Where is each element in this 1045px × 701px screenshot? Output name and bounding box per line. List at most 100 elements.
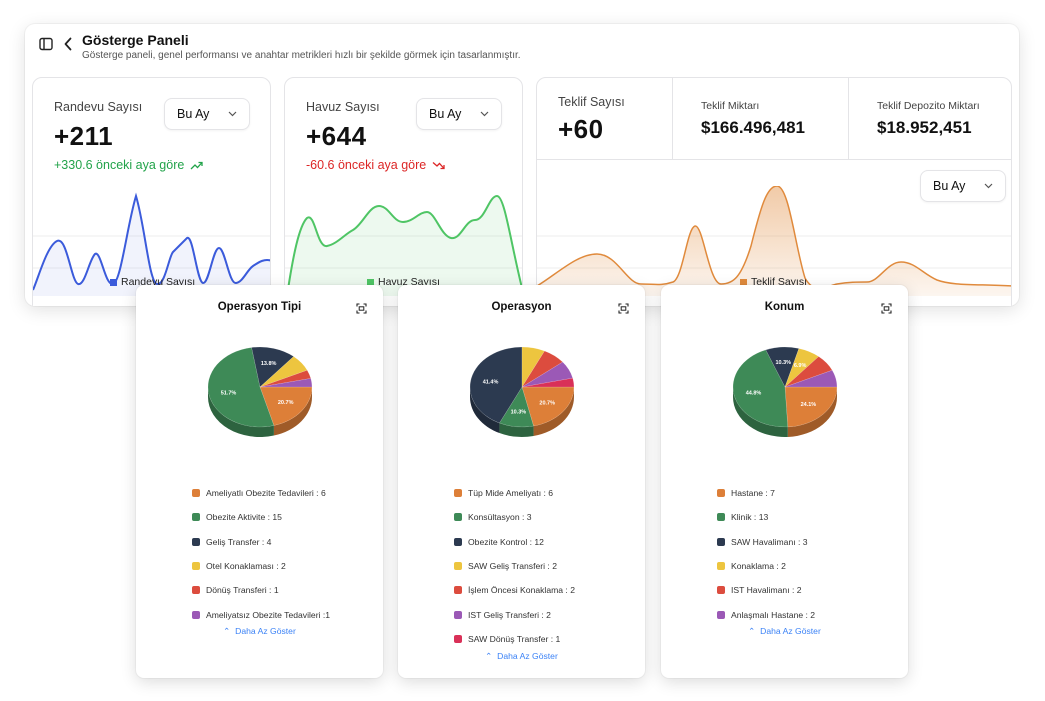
chevron-up-icon: ⌃ [223, 626, 231, 636]
pie-slice[interactable] [732, 349, 788, 428]
teklif-amount-label: Teklif Miktarı [701, 100, 760, 112]
pie-slice[interactable] [784, 348, 819, 388]
havuz-legend-swatch [367, 278, 374, 286]
chevron-down-icon [984, 183, 993, 189]
legend-label: SAW Havalimanı : 3 [731, 536, 808, 547]
legend-item[interactable]: Anlaşmalı Hastane : 2 [717, 602, 898, 626]
pie-slice[interactable] [259, 356, 307, 388]
pie-slice[interactable] [521, 361, 573, 388]
legend-swatch [717, 562, 725, 571]
pie-slice[interactable] [250, 346, 294, 388]
pie-slice[interactable] [784, 356, 832, 388]
legend-item[interactable]: Geliş Transfer : 4 [192, 530, 373, 554]
legend-swatch [454, 562, 462, 571]
operasyon-tipi-pie-chart: 51.7% 13.8% 20.7% [207, 346, 312, 437]
legend-swatch [192, 513, 200, 522]
pie-slice-side [498, 423, 534, 437]
legend-item[interactable]: SAW Dönüş Transfer : 1 [454, 627, 635, 651]
pie-slice[interactable] [469, 346, 522, 424]
legend-item[interactable]: Otel Konaklaması : 2 [192, 554, 373, 578]
legend-item[interactable]: Hastane : 7 [717, 481, 898, 505]
pie-slice[interactable] [521, 377, 574, 388]
legend-label: Obezite Aktivite : 15 [206, 512, 282, 523]
chevron-up-icon: ⌃ [748, 626, 756, 636]
randevu-delta-text: +330.6 önceki aya göre [54, 158, 185, 172]
legend-item[interactable]: Klinik : 13 [717, 505, 898, 529]
legend-swatch [454, 634, 462, 643]
randevu-period-select[interactable]: Bu Ay [164, 98, 250, 130]
expand-icon[interactable] [356, 301, 367, 319]
pie-slice-side [533, 387, 574, 436]
show-less-button[interactable]: ⌃ Daha Az Göster [661, 626, 908, 637]
pie-slice[interactable] [521, 386, 574, 427]
pie-slice[interactable] [498, 386, 534, 428]
chevron-down-icon [228, 111, 237, 117]
legend-swatch [454, 489, 462, 498]
legend-item[interactable]: Ameliyatsız Obezite Tedavileri :1 [192, 602, 373, 626]
konum-title: Konum [764, 301, 805, 313]
legend-label: Ameliyatsız Obezite Tedavileri :1 [206, 609, 331, 620]
teklif-period-select[interactable]: Bu Ay [920, 170, 1006, 202]
teklif-title: Teklif Sayısı [558, 95, 625, 109]
pie-percent-label: 24.1% [800, 402, 816, 408]
teklif-legend-swatch [740, 278, 747, 286]
pie-percent-label: 6.9% [793, 363, 806, 369]
randevu-title: Randevu Sayısı [54, 100, 143, 114]
pie-slice[interactable] [521, 346, 545, 388]
legend-swatch [454, 610, 462, 619]
pie-slice[interactable] [521, 350, 563, 388]
pie-slice[interactable] [259, 369, 311, 388]
legend-swatch [192, 489, 200, 498]
legend-swatch [717, 537, 725, 546]
legend-item[interactable]: Konaklama : 2 [717, 554, 898, 578]
pie-slice[interactable] [259, 378, 312, 388]
pie-percent-label: 13.8% [260, 361, 276, 367]
operasyon-title: Operasyon [491, 301, 552, 313]
sidebar-toggle-icon[interactable] [39, 37, 53, 51]
show-less-button[interactable]: ⌃ Daha Az Göster [398, 651, 645, 662]
legend-item[interactable]: IST Geliş Transferi : 2 [454, 602, 635, 626]
legend-swatch [717, 489, 725, 498]
operasyon-tipi-title: Operasyon Tipi [217, 301, 302, 313]
teklif-amount-metric: Teklif Miktarı $166.496,481 [673, 78, 849, 160]
havuz-period-select[interactable]: Bu Ay [416, 98, 502, 130]
operasyon-legend-list: Tüp Mide Ameliyatı : 6 Konsültasyon : 3 Ob… [454, 481, 635, 651]
legend-label: Geliş Transfer : 4 [206, 536, 272, 547]
pie-slice[interactable] [764, 346, 799, 388]
legend-swatch [717, 513, 725, 522]
legend-item[interactable]: IST Havalimanı : 2 [717, 578, 898, 602]
teklif-deposit-label: Teklif Depozito Miktarı [877, 100, 980, 112]
show-less-button[interactable]: ⌃ Daha Az Göster [136, 626, 383, 637]
show-less-label: Daha Az Göster [235, 626, 296, 636]
legend-item[interactable]: SAW Havalimanı : 3 [717, 530, 898, 554]
expand-icon[interactable] [881, 301, 892, 319]
havuz-period-value: Bu Ay [429, 107, 462, 121]
legend-item[interactable]: Tüp Mide Ameliyatı : 6 [454, 481, 635, 505]
pie-slice[interactable] [784, 369, 837, 388]
legend-item[interactable]: İşlem Öncesi Konaklama : 2 [454, 578, 635, 602]
back-chevron-icon[interactable] [63, 37, 73, 51]
operasyon-tipi-legend-list: Ameliyatlı Obezite Tedavileri : 6 Obezite… [192, 481, 373, 627]
legend-item[interactable]: Obezite Aktivite : 15 [192, 505, 373, 529]
randevu-card: Randevu Sayısı +211 +330.6 önceki aya gö… [32, 77, 271, 306]
legend-item[interactable]: Konsültasyon : 3 [454, 505, 635, 529]
legend-item[interactable]: Dönüş Transferi : 1 [192, 578, 373, 602]
show-less-label: Daha Az Göster [760, 626, 821, 636]
pie-slice[interactable] [259, 386, 312, 426]
randevu-period-value: Bu Ay [177, 107, 210, 121]
dashboard-panel: Gösterge Paneli Gösterge paneli, genel p… [25, 24, 1019, 306]
legend-item[interactable]: Ameliyatlı Obezite Tedavileri : 6 [192, 481, 373, 505]
teklif-area-chart [537, 186, 1011, 296]
pie-slice[interactable] [207, 347, 274, 428]
trend-down-icon [432, 161, 445, 169]
operasyon-tipi-card: Operasyon Tipi 51.7% 13.8% 20.7% Ameliyatl… [136, 285, 383, 678]
legend-item[interactable]: SAW Geliş Transferi : 2 [454, 554, 635, 578]
legend-label: SAW Geliş Transferi : 2 [468, 561, 557, 572]
pie-slice[interactable] [784, 386, 837, 428]
teklif-period-value: Bu Ay [933, 179, 966, 193]
expand-icon[interactable] [618, 301, 629, 319]
havuz-title: Havuz Sayısı [306, 100, 380, 114]
legend-item[interactable]: Obezite Kontrol : 12 [454, 530, 635, 554]
operasyon-pie-chart: 41.4% 10.3% 20.7% [469, 346, 574, 437]
show-less-label: Daha Az Göster [497, 651, 558, 661]
